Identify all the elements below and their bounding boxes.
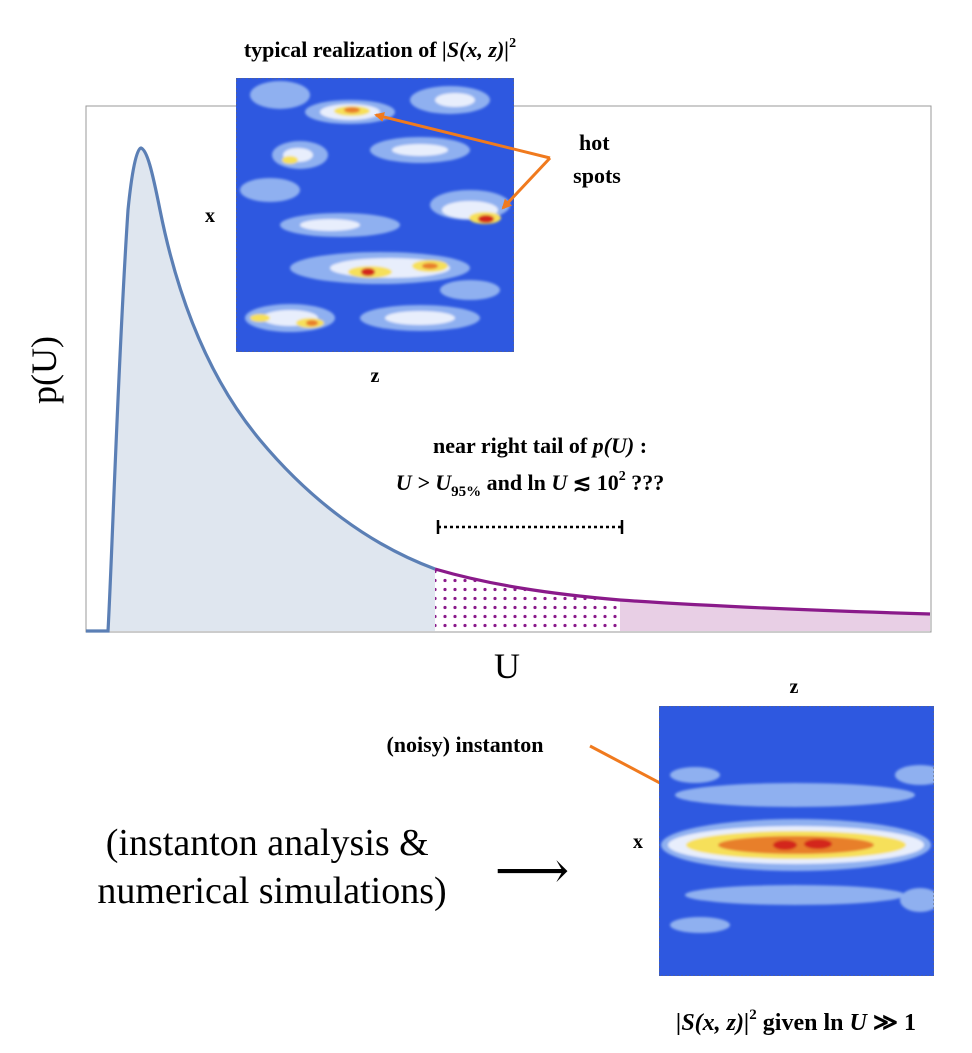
tail-annotation-line2: U > U95% and ln U ≲ 102 ??? [396, 469, 664, 500]
instanton-panel: (instanton analysis & numerical simulati… [97, 676, 934, 1036]
y-axis-label: p(U) [24, 336, 64, 404]
top-map-z-label: z [371, 365, 380, 387]
far-tail-area [620, 600, 930, 631]
top-map-x-label: x [205, 205, 215, 227]
analysis-text: (instanton analysis & numerical simulati… [97, 822, 446, 912]
bottom-map-x-label: x [633, 831, 643, 853]
instanton-caption: |S(x, z)|2 given ln U ≫ 1 [676, 1007, 916, 1036]
tail-curve [434, 567, 931, 616]
pdf-curve [86, 146, 436, 633]
bottom-map-z-label: z [790, 676, 799, 698]
instanton-heatmap [659, 706, 934, 976]
pdf-plot: p(U) U near right tail of p(U) : U > U95… [24, 105, 932, 686]
x-axis-label: U [494, 646, 520, 686]
instanton-label: (noisy) instanton [386, 732, 543, 757]
analysis-arrow: ⟶ [495, 843, 570, 900]
typical-realization-heatmap [236, 78, 514, 352]
typical-realization-panel: typical realization of |S(x, z)|2 [205, 36, 621, 387]
pdf-bulk-area [108, 148, 435, 631]
typical-realization-title: typical realization of |S(x, z)|2 [244, 36, 516, 62]
tail-dotted-area [435, 569, 620, 631]
hot-spot-arrow-lower [501, 156, 552, 210]
tail-range-bracket [436, 520, 624, 534]
hot-spots-label: hot spots [573, 130, 621, 188]
tail-annotation-line1: near right tail of p(U) : [433, 433, 647, 458]
hot-spot-arrow-upper [374, 112, 551, 160]
